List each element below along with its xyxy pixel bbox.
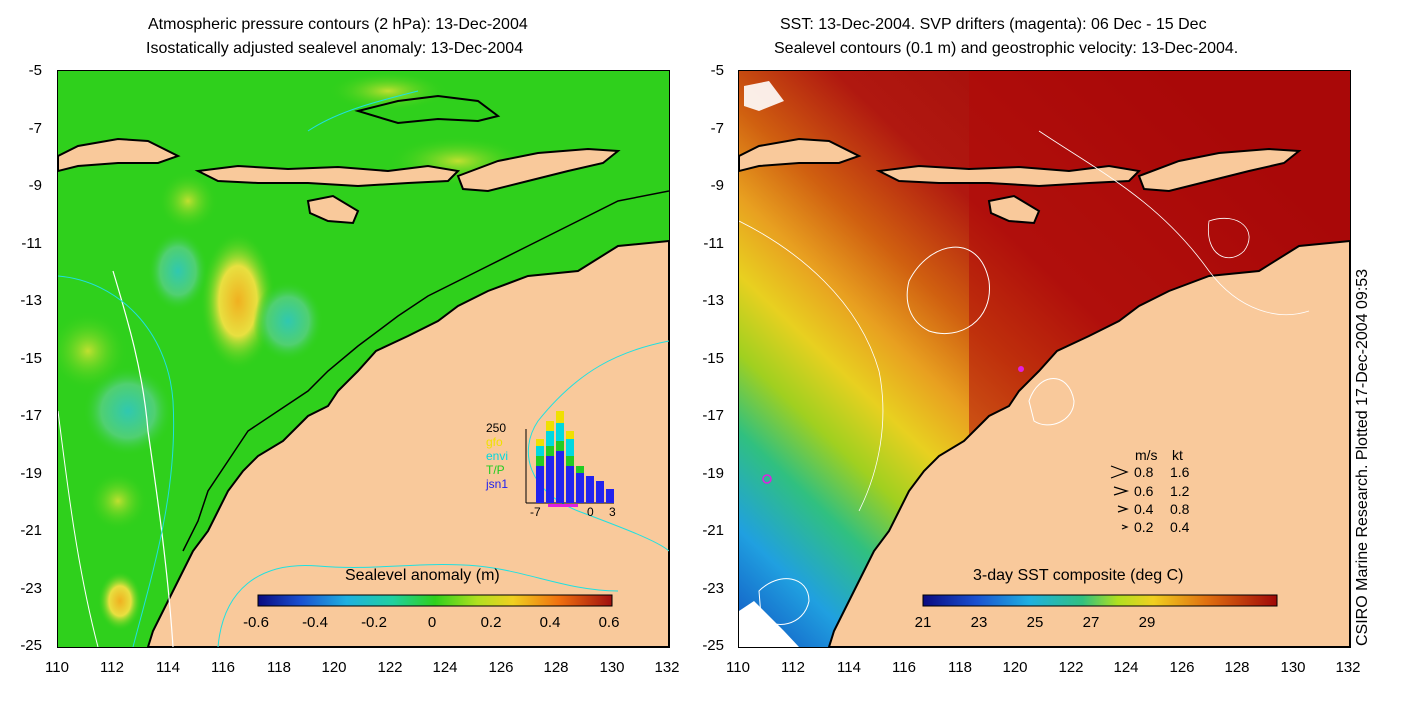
left-xtick: 118 — [267, 659, 291, 676]
velocity-legend-row2-ms: 0.6 — [1134, 483, 1154, 499]
right-xtick: 116 — [892, 659, 916, 676]
histogram-legend-jsn1: jsn1 — [486, 477, 509, 491]
left-xtick: 116 — [211, 659, 235, 676]
right-xtick: 120 — [1002, 659, 1028, 676]
velocity-legend-row4-kt: 0.4 — [1170, 519, 1190, 535]
credit-text: CSIRO Marine Research. Plotted 17-Dec-20… — [1354, 268, 1371, 646]
left-cbar-tick: -0.6 — [243, 614, 269, 631]
velocity-legend-row3-kt: 0.8 — [1170, 501, 1190, 517]
right-xtick: 132 — [1335, 659, 1361, 676]
right-ytick: -5 — [710, 62, 724, 79]
right-xtick: 114 — [837, 659, 861, 676]
right-xtick: 122 — [1058, 659, 1084, 676]
histogram-xtick-1: -7 — [530, 505, 541, 519]
right-xtick: 110 — [726, 659, 750, 676]
right-ytick: -21 — [702, 522, 724, 539]
left-ytick: -15 — [20, 350, 42, 367]
left-title-line2: Isostatically adjusted sealevel anomaly:… — [146, 40, 524, 57]
left-cbar-tick: 0.6 — [598, 614, 620, 631]
histogram-ytop: 250 — [486, 421, 507, 435]
histogram-legend-envi: envi — [486, 449, 509, 463]
left-cbar-tick: 0.2 — [480, 614, 502, 631]
left-xtick: 110 — [45, 659, 69, 676]
right-xtick: 118 — [948, 659, 972, 676]
left-cbar-tick: -0.2 — [361, 614, 387, 631]
histogram-xtick-3: 3 — [609, 505, 616, 519]
left-colorbar-title: Sealevel anomaly (m) — [345, 567, 500, 584]
velocity-legend-row1-ms: 0.8 — [1134, 464, 1154, 480]
right-cbar-tick: 25 — [1026, 614, 1044, 631]
velocity-legend-row1-kt: 1.6 — [1170, 464, 1190, 480]
left-cbar-tick: -0.4 — [302, 614, 328, 631]
left-ytick: -13 — [20, 292, 42, 309]
right-xtick: 126 — [1169, 659, 1195, 676]
left-ytick: -11 — [21, 235, 42, 252]
left-xtick: 114 — [156, 659, 180, 676]
right-cbar-tick: 21 — [914, 614, 932, 631]
left-xtick: 122 — [377, 659, 403, 676]
left-ytick: -9 — [28, 177, 42, 194]
right-ytick: -19 — [702, 465, 724, 482]
left-xtick: 128 — [543, 659, 569, 676]
left-title-line1: Atmospheric pressure contours (2 hPa): 1… — [148, 16, 528, 33]
right-xtick: 124 — [1113, 659, 1139, 676]
left-ytick: -19 — [20, 465, 42, 482]
histogram-legend-tp: T/P — [486, 463, 505, 477]
right-xtick: 112 — [781, 659, 805, 676]
right-ytick: -23 — [702, 580, 724, 597]
left-cbar-tick: 0 — [427, 614, 437, 631]
velocity-legend-header-ms: m/s — [1135, 447, 1158, 463]
velocity-legend-row2-kt: 1.2 — [1170, 483, 1190, 499]
left-ytick: -21 — [20, 522, 42, 539]
left-xtick: 120 — [321, 659, 347, 676]
left-ytick: -25 — [20, 637, 42, 654]
right-title-line2: Sealevel contours (0.1 m) and geostrophi… — [774, 40, 1239, 57]
right-title-line1: SST: 13-Dec-2004. SVP drifters (magenta)… — [780, 16, 1207, 33]
sealevel-anomaly-map — [57, 70, 670, 648]
right-ytick: -9 — [710, 177, 724, 194]
right-ytick: -11 — [703, 235, 724, 252]
histogram-xtick-2: 0 — [587, 505, 594, 519]
right-colorbar-title: 3-day SST composite (deg C) — [973, 567, 1184, 584]
right-xtick: 128 — [1224, 659, 1250, 676]
left-ytick: -7 — [28, 120, 42, 137]
histogram-legend-gfo: gfo — [486, 435, 503, 449]
left-xtick: 130 — [599, 659, 625, 676]
altimeter-histogram — [525, 411, 614, 507]
right-ytick: -15 — [702, 350, 724, 367]
left-xtick: 112 — [100, 659, 124, 676]
right-cbar-tick: 27 — [1082, 614, 1100, 631]
sst-map — [738, 70, 1351, 648]
velocity-legend-row4-ms: 0.2 — [1134, 519, 1154, 535]
left-xtick: 132 — [654, 659, 680, 676]
left-xtick: 124 — [432, 659, 458, 676]
velocity-legend-arrows — [1110, 465, 1130, 530]
left-ytick: -23 — [20, 580, 42, 597]
left-cbar-tick: 0.4 — [539, 614, 561, 631]
right-ytick: -17 — [702, 407, 724, 424]
right-ytick: -13 — [702, 292, 724, 309]
right-cbar-tick: 29 — [1138, 614, 1156, 631]
left-ytick: -17 — [20, 407, 42, 424]
left-xtick: 126 — [488, 659, 514, 676]
velocity-legend-header-kt: kt — [1172, 447, 1183, 463]
velocity-legend-row3-ms: 0.4 — [1134, 501, 1154, 517]
right-ytick: -7 — [710, 120, 724, 137]
right-ytick: -25 — [702, 637, 724, 654]
right-cbar-tick: 23 — [970, 614, 988, 631]
right-xtick: 130 — [1280, 659, 1306, 676]
left-ytick: -5 — [28, 62, 42, 79]
